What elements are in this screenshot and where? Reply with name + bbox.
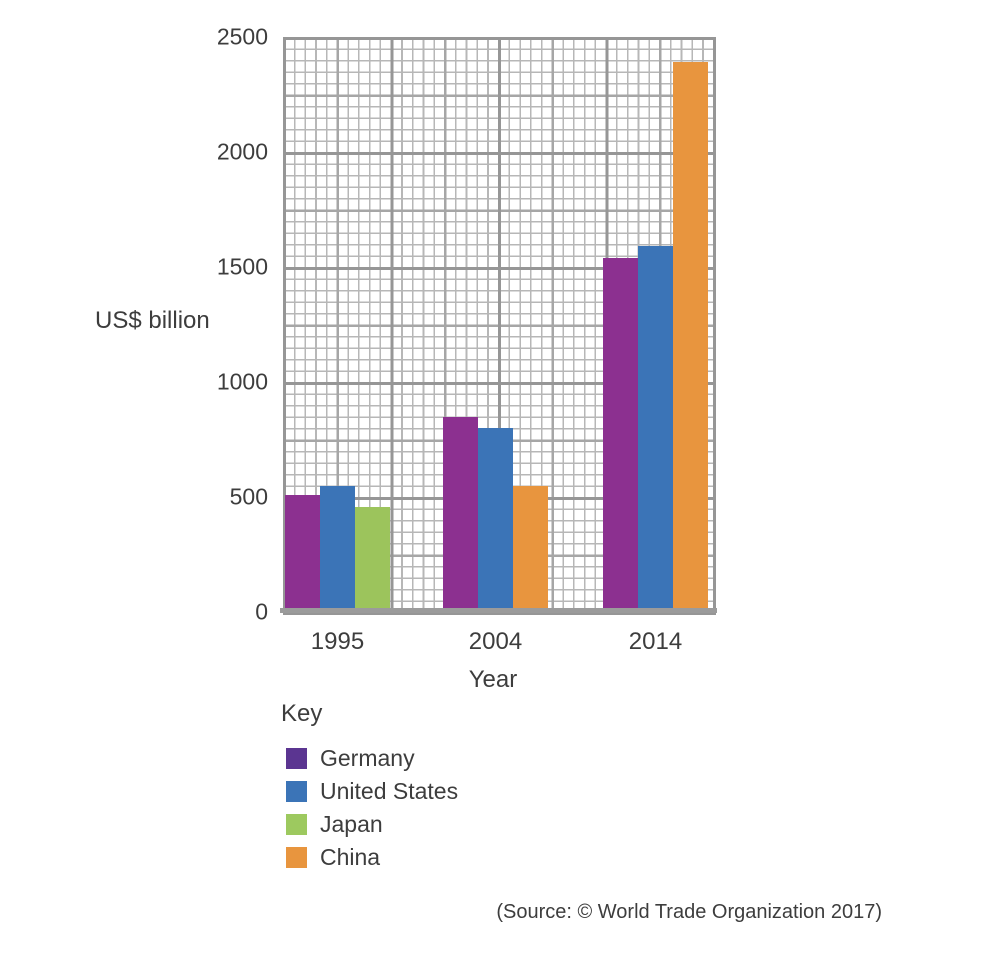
y-tick-label: 1500 (216, 253, 268, 280)
source-attribution: (Source: © World Trade Organization 2017… (496, 901, 882, 923)
legend: Germany United States Japan China (286, 745, 459, 870)
y-tick-label: 1000 (216, 368, 268, 395)
x-axis-line (280, 608, 717, 613)
bar-germany-2014 (603, 257, 638, 612)
legend-swatch (286, 847, 307, 868)
y-tick-label: 0 (255, 598, 268, 625)
x-tick-label-1995: 1995 (310, 628, 365, 655)
legend-row-united-states: United States (286, 778, 459, 804)
legend-label: China (320, 844, 381, 870)
plot-area (283, 37, 716, 615)
bar-germany-1995 (285, 494, 320, 612)
bar-united-states-1995 (320, 485, 355, 612)
legend-label: Japan (320, 811, 383, 837)
x-tick-label-2004: 2004 (468, 628, 523, 655)
legend-swatch (286, 781, 307, 802)
bar-china-2014 (673, 62, 708, 612)
legend-label: Germany (320, 745, 415, 771)
bar-japan-1995 (355, 507, 390, 612)
legend-row-germany: Germany (286, 745, 458, 771)
bar-germany-2004 (443, 416, 478, 612)
bar-united-states-2004 (478, 428, 513, 612)
y-tick-label: 2500 (216, 23, 268, 50)
legend-swatch (286, 748, 307, 769)
x-tick-label-2014: 2014 (628, 628, 683, 655)
x-axis-title: Year (468, 666, 518, 693)
legend-title: Key (281, 700, 323, 727)
legend-row-japan: Japan (286, 811, 458, 837)
legend-label: United States (320, 778, 459, 804)
y-axis-title: US$ billion (95, 307, 210, 334)
legend-swatch (286, 814, 307, 835)
legend-row-china: China (286, 844, 458, 870)
y-tick-label: 500 (229, 483, 268, 510)
bar-united-states-2014 (638, 246, 673, 612)
bar-china-2004 (513, 485, 548, 612)
y-tick-label: 2000 (216, 138, 268, 165)
